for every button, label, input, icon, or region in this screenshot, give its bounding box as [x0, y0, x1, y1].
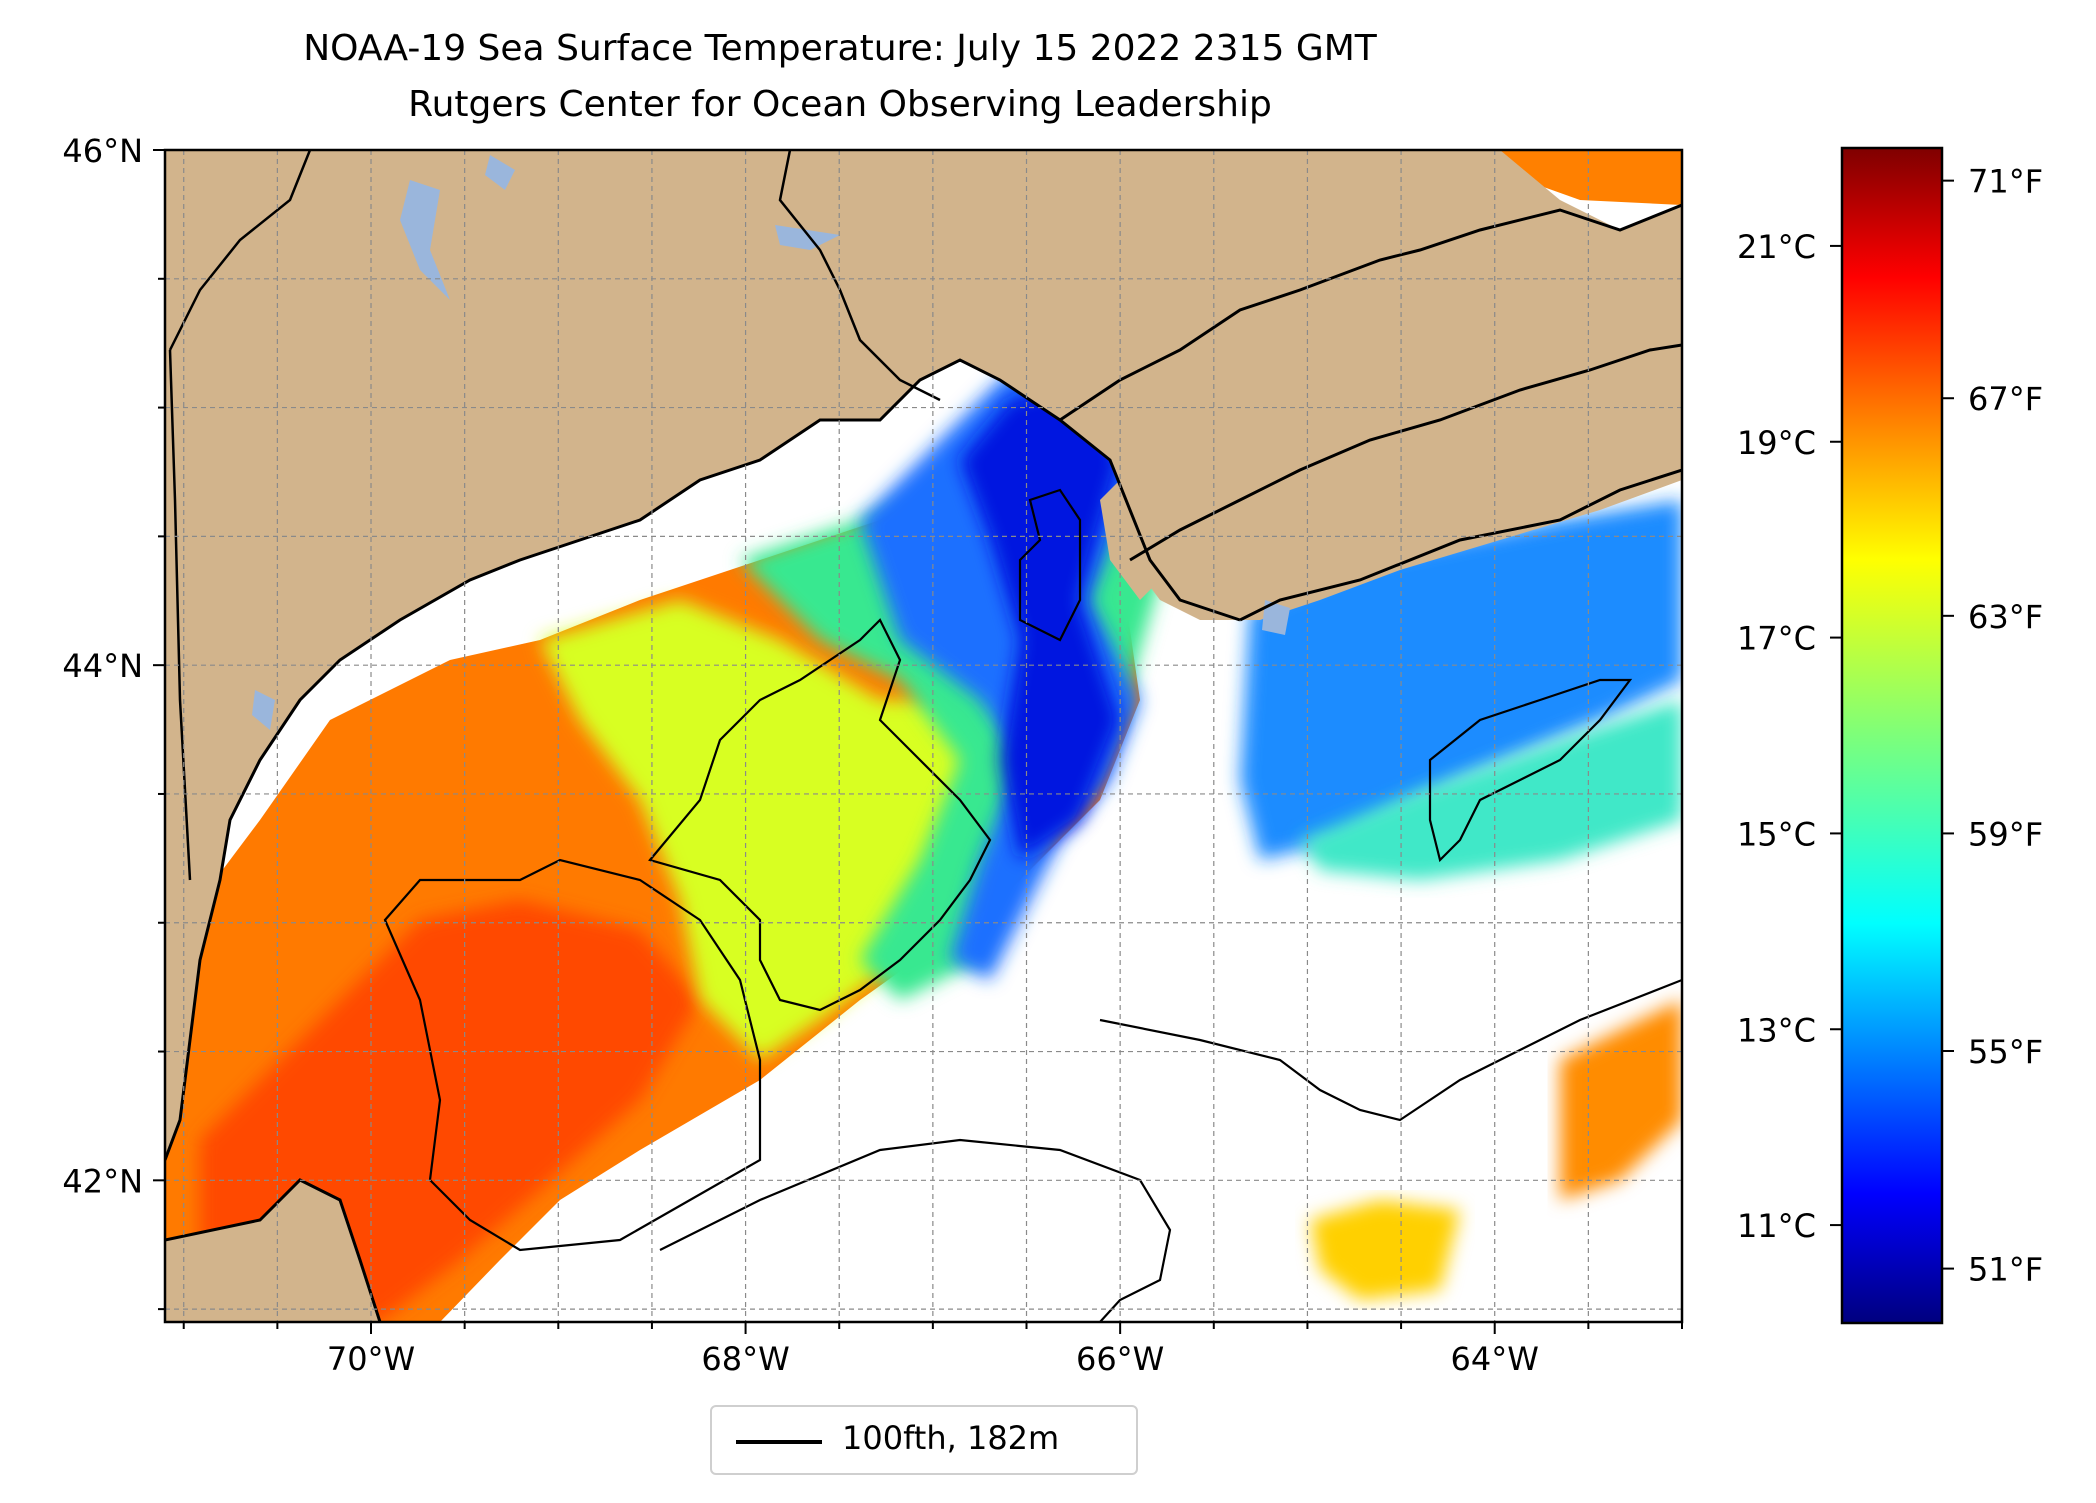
lat-tick-label: 44°N: [62, 647, 143, 685]
fahrenheit-tick-label: 59°F: [1968, 815, 2043, 853]
fahrenheit-tick-label: 63°F: [1968, 598, 2043, 636]
legend: 100fth, 182m: [710, 1405, 1138, 1475]
lake: [1262, 600, 1290, 635]
celsius-tick-label: 15°C: [1737, 815, 1816, 853]
fahrenheit-tick-label: 71°F: [1968, 163, 2043, 201]
lon-tick-label: 70°W: [327, 1340, 415, 1378]
isobath-100fth: [383, 488, 1682, 1322]
celsius-tick-label: 19°C: [1737, 424, 1816, 462]
legend-line-swatch: [736, 1440, 822, 1444]
map-subtitle: Rutgers Center for Ocean Observing Leade…: [408, 84, 1272, 125]
lake: [400, 180, 450, 300]
celsius-tick-label: 21°C: [1737, 228, 1816, 266]
land: [165, 150, 1682, 1322]
fahrenheit-axis: 51°F 55°F 59°F 63°F 67°F 71°F: [1942, 163, 2043, 1289]
celsius-tick-label: 13°C: [1737, 1011, 1816, 1049]
scotian-shelf-water: [1240, 500, 1682, 860]
map-frame: [163, 148, 1684, 1324]
colorbar-gradient: [1842, 148, 1942, 1323]
celsius-tick-label: 11°C: [1737, 1207, 1816, 1245]
scotian-shelf-edge-water: [1300, 700, 1682, 880]
lon-tick-label: 66°W: [1076, 1340, 1164, 1378]
lake: [485, 155, 515, 190]
offshore-patch-south: [1310, 1200, 1460, 1300]
latitude-axis: 42°N 44°N 46°N: [62, 132, 165, 1311]
cold-water-region: [860, 200, 1400, 980]
celsius-axis: 11°C 13°C 15°C 17°C 19°C 21°C: [1737, 228, 1842, 1245]
celsius-tick-label: 17°C: [1737, 620, 1816, 658]
cape-cod-land: [165, 1180, 380, 1322]
colorbar-frame: [1840, 146, 1944, 1325]
legend-label: 100fth, 182m: [842, 1419, 1060, 1457]
offshore-warm-patch: [1560, 1000, 1682, 1200]
lakes: [252, 155, 1290, 730]
fahrenheit-tick-label: 51°F: [1968, 1251, 2043, 1289]
fahrenheit-tick-label: 67°F: [1968, 380, 2043, 418]
sst-field: [165, 150, 1682, 1322]
map-content: [165, 150, 1682, 1322]
coastline: [165, 150, 1682, 1322]
coldest-water-region: [960, 380, 1120, 860]
colorbar: 11°C 13°C 15°C 17°C 19°C 21°C 51°F 55°F 59°F 63°…: [1737, 146, 2043, 1325]
lat-tick-label: 46°N: [62, 132, 143, 170]
map-title: NOAA-19 Sea Surface Temperature: July 15…: [303, 28, 1377, 69]
lat-tick-label: 42°N: [62, 1162, 143, 1200]
lon-tick-label: 64°W: [1451, 1340, 1539, 1378]
nova-scotia-peninsula: [1130, 345, 1682, 620]
northumberland-water: [1500, 150, 1682, 205]
longitude-axis: 70°W 68°W 66°W 64°W: [182, 1322, 1683, 1378]
gridlines: [165, 150, 1682, 1322]
fahrenheit-tick-label: 55°F: [1968, 1033, 2043, 1071]
lake: [252, 690, 275, 730]
lon-tick-label: 68°W: [701, 1340, 789, 1378]
lake: [775, 225, 840, 250]
